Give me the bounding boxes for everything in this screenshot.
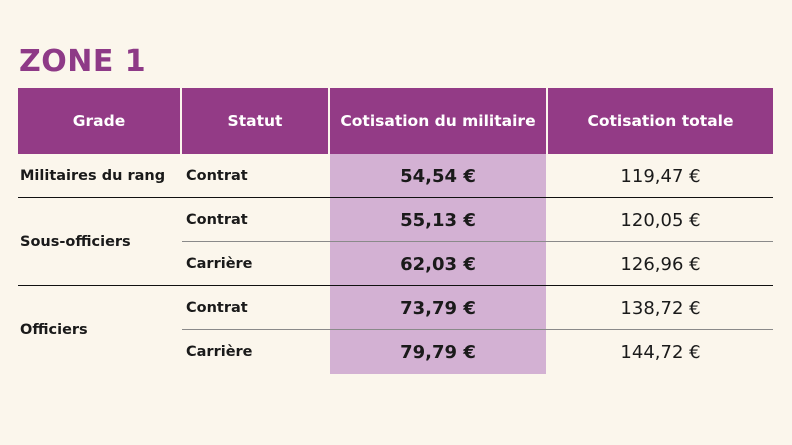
grade-officiers: Officiers [20, 322, 88, 338]
grade-sous-officiers: Sous-officiers [20, 234, 131, 250]
row-divider [182, 241, 773, 242]
statut-cell: Carrière [186, 344, 253, 360]
cotisation-totale-cell: 119,47 € [620, 165, 701, 187]
cotisation-militaire-cell: 62,03 € [400, 253, 476, 275]
cotisation-totale-cell: 144,72 € [620, 341, 701, 363]
cotisation-militaire-cell: 55,13 € [400, 209, 476, 231]
header-cotisation-totale: Cotisation totale [548, 88, 773, 154]
cotisation-militaire-cell: 54,54 € [400, 165, 476, 187]
group-divider [18, 285, 773, 286]
statut-cell: Contrat [186, 300, 248, 316]
header-grade: Grade [18, 88, 180, 154]
group-divider [18, 197, 773, 198]
statut-cell: Carrière [186, 256, 253, 272]
page-title: ZONE 1 [19, 44, 147, 79]
grade-militaires-du-rang: Militaires du rang [20, 168, 166, 184]
cotisation-totale-cell: 120,05 € [620, 209, 701, 231]
statut-cell: Contrat [186, 168, 248, 184]
header-statut: Statut [182, 88, 328, 154]
cotisation-militaire-cell: 79,79 € [400, 341, 476, 363]
row-divider [182, 329, 773, 330]
cotisation-militaire-cell: 73,79 € [400, 297, 476, 319]
cotisation-totale-cell: 126,96 € [620, 253, 701, 275]
cotisation-totale-cell: 138,72 € [620, 297, 701, 319]
statut-cell: Contrat [186, 212, 248, 228]
cotisation-militaire-column-highlight [330, 154, 546, 374]
header-cotisation-militaire: Cotisation du militaire [330, 88, 546, 154]
